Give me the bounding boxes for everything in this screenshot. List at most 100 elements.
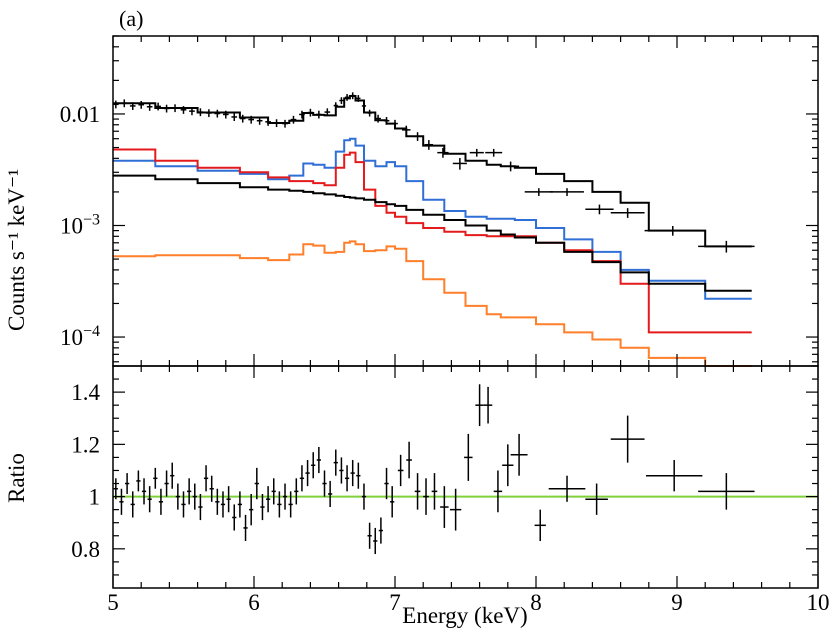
spectrum-point — [146, 103, 153, 111]
spectrum-point — [413, 132, 422, 141]
ratio-point — [361, 483, 367, 510]
ratio-point — [147, 486, 152, 513]
ratio-point — [534, 509, 546, 541]
spectrum-point — [367, 109, 372, 117]
ratio-point — [192, 483, 197, 510]
ratio-point — [124, 473, 130, 494]
top-y-axis-title: Counts s⁻¹ keV⁻¹ — [4, 169, 29, 331]
ratio-point — [406, 441, 412, 479]
ratio-point — [294, 478, 299, 505]
spectrum-point — [197, 108, 204, 117]
ratio-point — [249, 493, 254, 526]
spectrum-point — [585, 204, 614, 215]
spectrum-point — [610, 208, 645, 218]
model-orange-component — [113, 240, 752, 367]
spectrum-point — [155, 102, 161, 111]
ratio-point — [265, 486, 271, 513]
spectrum-point — [256, 116, 263, 125]
spectrum-point — [361, 102, 367, 110]
ratio-point — [339, 457, 344, 484]
ratio-point — [260, 493, 265, 521]
x-tick-label: 7 — [389, 590, 401, 615]
spectrum-point — [214, 109, 221, 118]
ratio-point — [113, 478, 118, 500]
ratio-point — [585, 483, 608, 515]
x-tick-label: 6 — [248, 590, 260, 615]
ratio-point — [350, 460, 355, 487]
ratio-point — [698, 473, 755, 510]
spectrum-point — [121, 99, 128, 108]
ratio-point — [175, 483, 180, 510]
ratio-point — [226, 486, 231, 513]
ratio-point — [187, 478, 192, 505]
bottom-plot-frame — [112, 365, 819, 589]
spectrum-point — [307, 108, 314, 117]
ratio-point — [483, 386, 493, 424]
y-tick-label: 10−4 — [60, 323, 100, 350]
ratio-point — [203, 465, 209, 492]
spectrum-point — [163, 104, 170, 113]
y-tick-label: 0.8 — [71, 537, 100, 562]
ratio-point — [449, 488, 462, 531]
x-tick-label: 5 — [107, 590, 119, 615]
x-tick-labels: 5 6 7 8 9 10 — [107, 590, 829, 615]
x-tick-label: 9 — [671, 590, 683, 615]
ratio-point — [277, 491, 282, 518]
ratio-point — [440, 486, 449, 528]
ratio-point — [502, 444, 514, 487]
ratio-point — [181, 491, 186, 518]
ratio-point — [548, 475, 586, 502]
spectrum-point — [339, 97, 344, 105]
spectrum-point — [356, 95, 361, 102]
ratio-point — [378, 517, 384, 544]
bottom-y-tick-labels: 0.8 1 1.2 1.4 — [71, 380, 100, 562]
ratio-point — [431, 473, 438, 510]
ratio-point — [328, 480, 333, 508]
spectrum-point — [299, 110, 305, 119]
ratio-point — [397, 454, 404, 487]
spectrum-point — [644, 225, 701, 236]
model-red-component — [113, 148, 752, 334]
spectrum-point — [424, 140, 434, 150]
ratio-point — [288, 491, 293, 518]
spectrum-point — [698, 240, 755, 253]
ratio-point — [414, 473, 421, 510]
x-axis-title: Energy (keV) — [402, 603, 527, 628]
spectrum-point — [265, 118, 271, 126]
spectrum-point — [206, 109, 212, 118]
spectrum-point — [437, 148, 449, 158]
ratio-point — [475, 384, 484, 427]
spectrum-point — [502, 161, 520, 172]
spectrum-point — [239, 114, 246, 123]
ratio-point — [232, 504, 237, 531]
ratio-point — [367, 522, 372, 549]
ratio-point — [610, 415, 645, 463]
y-tick-label: 10−3 — [60, 212, 100, 239]
ratio-point — [158, 488, 164, 515]
spectrum-point — [231, 113, 238, 121]
model-black-component — [113, 174, 752, 292]
ratio-point — [305, 460, 310, 487]
spectrum-point — [189, 107, 195, 116]
ratio-point — [645, 460, 703, 492]
ratio-point — [311, 452, 316, 479]
top-panel — [112, 35, 819, 367]
x-tick-label: 10 — [807, 590, 830, 615]
y-tick-label: 0.01 — [60, 102, 100, 127]
spectrum-point — [383, 116, 390, 125]
ratio-point — [493, 470, 503, 513]
y-tick-label: 1 — [89, 485, 101, 510]
ratio-point — [510, 433, 528, 476]
spectrum-point — [129, 102, 136, 110]
spectrum-point — [524, 188, 553, 196]
spectrum-point — [375, 114, 381, 123]
spectrum-point — [333, 102, 338, 110]
ratio-point — [356, 462, 361, 489]
ratio-point — [299, 465, 305, 492]
ratio-point — [373, 527, 378, 555]
ratio-point — [220, 491, 226, 518]
top-y-tick-labels: 10−4 10−3 0.01 — [60, 102, 100, 350]
ratio-point — [282, 483, 288, 510]
panel-label: (a) — [119, 6, 143, 31]
